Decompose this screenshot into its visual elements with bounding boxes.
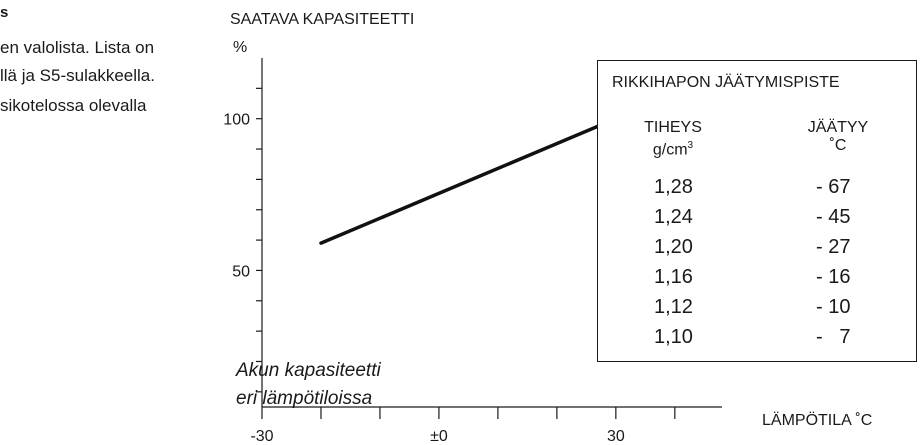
density-unit: g/cm3 <box>628 137 718 159</box>
y-axis-label: % <box>233 39 247 56</box>
density-unit-sup: 3 <box>687 140 694 151</box>
freeze-cell: - 27 <box>816 236 851 258</box>
cropped-heading: s <box>0 4 9 21</box>
y-tick-label: 100 <box>223 112 250 129</box>
table-row: 1,20 - 27 <box>598 236 916 266</box>
table-rows: 1,28 - 67 1,24 - 45 1,20 - 27 1,16 - 16 1,12… <box>598 176 916 356</box>
body-text-line: llä ja S5-sulakkeella. <box>0 66 155 85</box>
tick-group: -30 ±0 30 50 100 <box>223 87 676 445</box>
freeze-header: JÄÄTYY ˚C <box>798 119 878 155</box>
x-tick-label: ±0 <box>430 428 448 445</box>
freezing-point-table: RIKKIHAPON JÄÄTYMISPISTE TIHEYS g/cm3 JÄ… <box>597 60 917 362</box>
freeze-cell: - 16 <box>816 266 851 288</box>
table-row: 1,12 - 10 <box>598 296 916 326</box>
x-tick-label: 30 <box>607 428 625 445</box>
freeze-cell: - 7 <box>816 326 851 348</box>
freeze-cell: - 67 <box>816 176 851 198</box>
density-cell: 1,12 <box>654 296 693 318</box>
density-cell: 1,20 <box>654 236 693 258</box>
density-header-label: TIHEYS <box>644 119 702 136</box>
y-tick-label: 50 <box>232 263 250 280</box>
table-row: 1,24 - 45 <box>598 206 916 236</box>
table-row: 1,10 - 7 <box>598 326 916 356</box>
density-unit-base: g/cm <box>652 141 688 159</box>
freeze-unit: ˚C <box>829 137 847 154</box>
series-group <box>319 116 618 245</box>
freeze-cell: - 10 <box>816 296 851 318</box>
table-row: 1,28 - 67 <box>598 176 916 206</box>
caption-line: Akun kapasiteetti <box>236 360 381 381</box>
density-cell: 1,24 <box>654 206 693 228</box>
x-tick-label: -30 <box>250 428 273 445</box>
body-text-line: sikotelossa olevalla <box>0 96 147 115</box>
density-cell: 1,16 <box>654 266 693 288</box>
density-cell: 1,10 <box>654 326 693 348</box>
caption-line: eri lämpötiloissa <box>236 388 373 409</box>
table-row: 1,16 - 16 <box>598 266 916 296</box>
capacity-line <box>319 116 618 245</box>
density-header: TIHEYS g/cm3 <box>628 119 718 159</box>
x-axis-label: LÄMPÖTILA ˚C <box>762 411 872 429</box>
table-title: RIKKIHAPON JÄÄTYMISPISTE <box>612 74 840 91</box>
chart-title: SAATAVA KAPASITEETTI <box>230 11 414 28</box>
density-cell: 1,28 <box>654 176 693 198</box>
body-text-line: en valolista. Lista on <box>0 38 155 57</box>
freeze-header-label: JÄÄTYY <box>807 119 869 136</box>
freeze-cell: - 45 <box>816 206 851 228</box>
